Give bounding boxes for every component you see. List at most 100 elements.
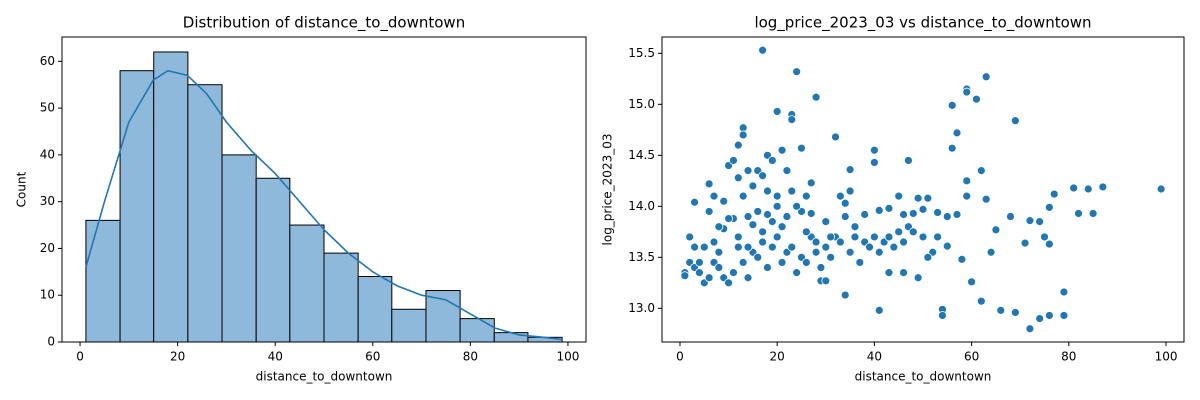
scatter-point [801,227,811,237]
scatter-point [719,196,729,206]
scatter-point [743,242,753,252]
scatter-point [806,178,816,188]
x-tick-label: 0 [676,350,684,364]
scatter-point [869,232,879,242]
scatter-point [923,252,933,262]
x-tick-label: 80 [463,350,478,364]
scatter-point [690,242,699,252]
scatter-point [957,254,967,264]
scatter-point [845,186,855,196]
histogram-bar [493,332,529,343]
scatter-point [972,94,981,104]
scatter-point [738,191,748,201]
scatter-point [821,242,831,252]
scatter-point [1020,238,1030,248]
scatter-point [772,232,782,242]
scatter-point [758,227,768,237]
y-tick-label: 13.5 [628,250,655,264]
scatter-point [1059,287,1069,297]
y-tick-label: 15.5 [628,46,655,60]
scatter-point [782,212,792,221]
scatter-point [874,206,884,215]
x-tick-label: 40 [268,350,283,364]
x-tick-label: 20 [770,350,785,364]
scatter-point [845,247,855,257]
scatter-point [801,258,811,267]
scatter-point [763,186,772,196]
scatter-point [869,145,879,155]
scatter-point [733,232,743,242]
scatter-point [947,143,957,153]
scatter-point [743,212,753,221]
scatter-point [840,290,850,300]
scatter-point [1069,183,1079,193]
scatter-point [772,107,782,116]
scatter-point [1088,209,1098,218]
scatter-point [758,45,768,55]
y-tick-label: 10 [40,288,55,302]
scatter-point [952,128,962,138]
histogram-bar [153,51,189,343]
scatter-point [748,220,758,230]
scatter-point [1025,324,1035,334]
scatter-point [777,258,787,267]
scatter-point [913,193,923,203]
histogram-bar [357,276,393,343]
scatter-point [690,197,699,207]
scatter-point [724,278,733,288]
scatter-point [699,242,709,252]
histogram-bar [85,219,121,343]
scatter-point [709,237,719,247]
scatter-point [1083,184,1093,194]
scatter-point [797,143,806,153]
scatter-point [714,222,724,232]
scatter-point [763,210,772,219]
scatter-point [933,232,942,242]
scatter-point [947,100,957,110]
scatter-point [704,207,714,216]
scatter-point [908,209,918,218]
scatter-point [792,67,802,77]
scatter-point [884,268,894,278]
scatter-point [1044,239,1054,249]
scatter-point [874,305,884,315]
scatter-point [695,258,704,267]
scatter-point [908,227,918,237]
x-tick-label: 60 [365,350,380,364]
scatter-point [976,296,986,306]
scatter-point [816,263,826,272]
scatter-point [826,252,836,262]
scatter-point [1156,184,1166,194]
x-tick-label: 40 [867,350,882,364]
scatter-point [1010,116,1020,126]
scatter-point [733,140,743,150]
scatter-point [680,271,690,281]
scatter-point [894,191,904,201]
histogram-bar [323,252,359,343]
scatter-point [894,227,904,237]
x-tick-label: 100 [556,350,579,364]
scatter-point [753,207,763,216]
scatter-point [835,237,845,247]
scatter-point [729,156,738,165]
scatter-point [777,222,787,232]
scatter-point [831,132,840,142]
scatter-point [821,217,831,227]
scatter-point [860,210,870,219]
scatter-point [981,194,991,204]
x-tick-label: 0 [76,350,84,364]
scatter-point [913,273,923,283]
scatter-point [811,237,821,247]
chart-title: log_price_2023_03 vs distance_to_downtow… [754,14,1091,33]
scatter-point [792,268,802,278]
scatter-point [709,191,719,201]
y-axis-label: log_price_2023_03 [601,134,615,246]
scatter-point [787,115,797,125]
y-tick-label: 30 [40,194,55,208]
y-tick-label: 0 [47,335,55,349]
scatter-point [704,179,714,189]
scatter-point [1059,311,1069,320]
y-tick-label: 13.0 [628,301,655,315]
scatter-point [1035,217,1045,227]
